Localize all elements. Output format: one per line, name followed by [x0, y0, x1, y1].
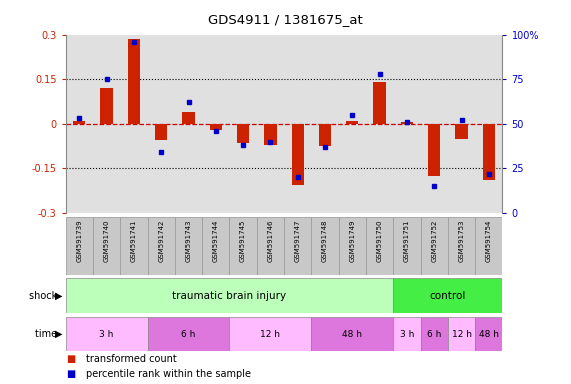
Text: 12 h: 12 h	[260, 329, 280, 339]
Bar	[128, 39, 140, 124]
Text: GSM591741: GSM591741	[131, 220, 137, 262]
Text: 48 h: 48 h	[479, 329, 499, 339]
Text: GSM591754: GSM591754	[486, 220, 492, 262]
Bar	[237, 124, 250, 143]
Bar	[66, 278, 393, 313]
Text: GSM591746: GSM591746	[267, 220, 274, 262]
Text: GSM591745: GSM591745	[240, 220, 246, 262]
Bar	[421, 317, 448, 351]
Text: 6 h: 6 h	[427, 329, 441, 339]
Bar	[230, 317, 311, 351]
Bar	[428, 124, 440, 176]
Bar	[448, 317, 475, 351]
Bar	[421, 217, 448, 275]
Text: GSM591743: GSM591743	[186, 220, 191, 262]
Text: 12 h: 12 h	[452, 329, 472, 339]
Bar	[257, 217, 284, 275]
Bar	[319, 124, 331, 146]
Text: 3 h: 3 h	[400, 329, 414, 339]
Text: ▶: ▶	[55, 291, 63, 301]
Bar	[339, 217, 366, 275]
Text: GSM591749: GSM591749	[349, 220, 355, 262]
Text: ■: ■	[66, 369, 75, 379]
Bar	[401, 122, 413, 124]
Bar	[311, 217, 339, 275]
Bar	[66, 217, 93, 275]
Bar	[284, 217, 311, 275]
Bar	[100, 88, 112, 124]
Text: traumatic brain injury: traumatic brain injury	[172, 291, 287, 301]
Text: 3 h: 3 h	[99, 329, 114, 339]
Text: ■: ■	[66, 354, 75, 364]
Bar	[120, 217, 147, 275]
Text: 48 h: 48 h	[343, 329, 363, 339]
Bar	[202, 217, 230, 275]
Bar	[264, 124, 276, 145]
Bar	[456, 124, 468, 139]
Bar	[66, 317, 147, 351]
Text: GDS4911 / 1381675_at: GDS4911 / 1381675_at	[208, 13, 363, 26]
Bar	[448, 217, 475, 275]
Bar	[475, 317, 502, 351]
Text: control: control	[430, 291, 466, 301]
Text: GSM591742: GSM591742	[158, 220, 164, 262]
Bar	[393, 278, 516, 313]
Text: transformed count: transformed count	[86, 354, 176, 364]
Bar	[175, 217, 202, 275]
Text: GSM591740: GSM591740	[103, 220, 110, 262]
Bar	[182, 112, 195, 124]
Text: 6 h: 6 h	[182, 329, 196, 339]
Bar	[147, 317, 230, 351]
Bar	[311, 317, 393, 351]
Bar	[475, 217, 502, 275]
Bar	[346, 121, 359, 124]
Text: GSM591744: GSM591744	[213, 220, 219, 262]
Text: GSM591750: GSM591750	[377, 220, 383, 262]
Bar	[155, 124, 167, 140]
Text: GSM591753: GSM591753	[459, 220, 465, 262]
Bar	[93, 217, 120, 275]
Bar	[292, 124, 304, 185]
Text: time: time	[35, 329, 60, 339]
Bar	[393, 217, 421, 275]
Text: GSM591739: GSM591739	[77, 220, 82, 263]
Text: GSM591751: GSM591751	[404, 220, 410, 262]
Text: percentile rank within the sample: percentile rank within the sample	[86, 369, 251, 379]
Text: GSM591752: GSM591752	[431, 220, 437, 262]
Bar	[73, 121, 86, 124]
Text: GSM591748: GSM591748	[322, 220, 328, 262]
Bar	[393, 317, 421, 351]
Bar	[210, 124, 222, 130]
Bar	[373, 82, 386, 124]
Bar	[482, 124, 495, 180]
Bar	[366, 217, 393, 275]
Bar	[147, 217, 175, 275]
Text: shock: shock	[29, 291, 60, 301]
Text: ▶: ▶	[55, 329, 63, 339]
Bar	[230, 217, 257, 275]
Text: GSM591747: GSM591747	[295, 220, 301, 262]
